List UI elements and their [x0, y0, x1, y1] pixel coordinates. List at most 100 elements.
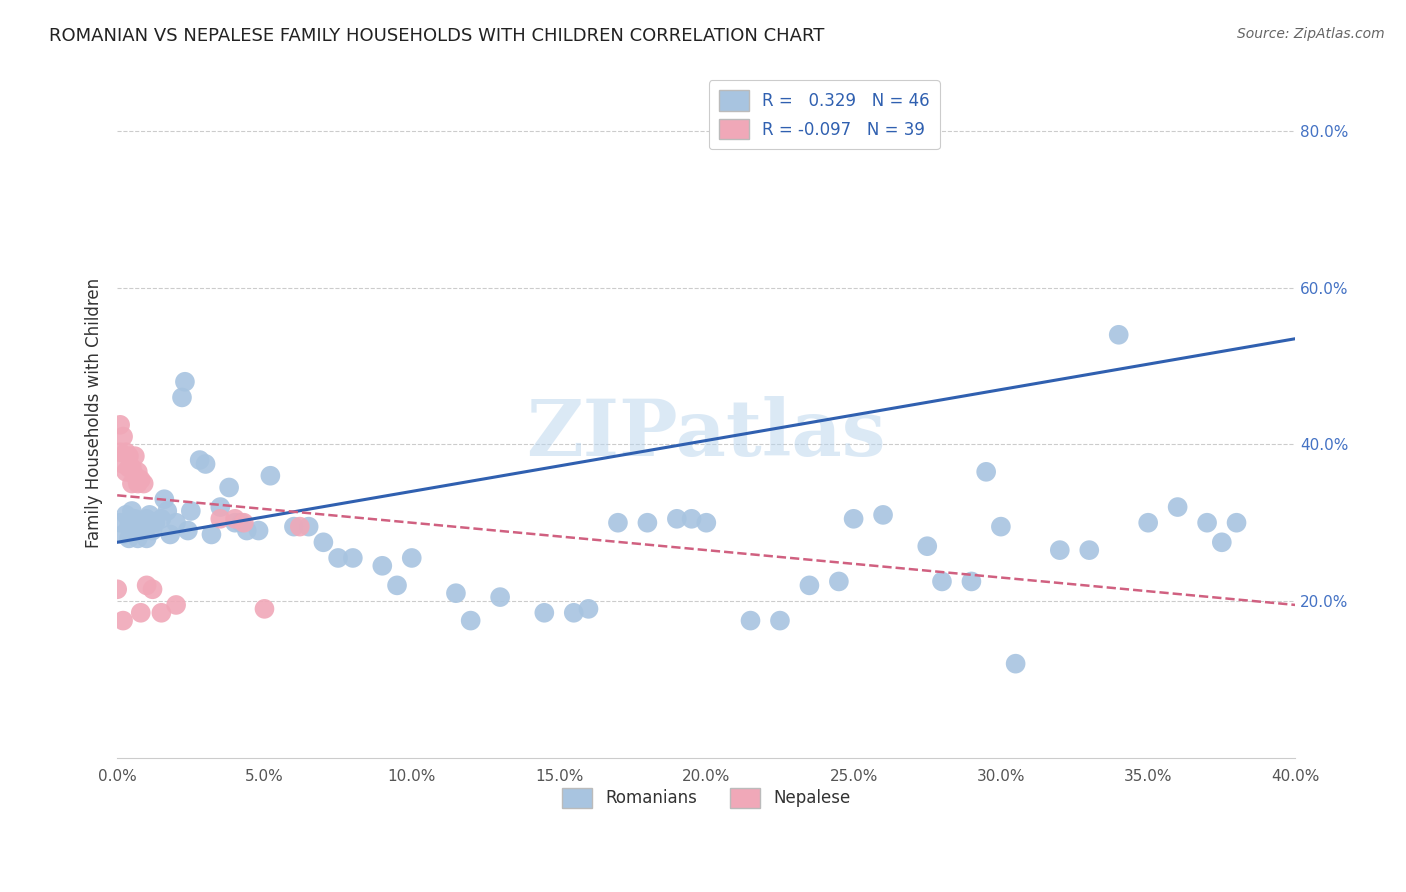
Point — [132, 476, 155, 491]
Text: ZIPatlas: ZIPatlas — [526, 396, 886, 472]
Point — [159, 527, 181, 541]
Point — [194, 457, 217, 471]
Point — [342, 551, 364, 566]
Point — [165, 598, 187, 612]
Point — [105, 582, 128, 597]
Point — [533, 606, 555, 620]
Point — [444, 586, 467, 600]
Point — [177, 524, 200, 538]
Point — [960, 574, 983, 589]
Point — [127, 519, 149, 533]
Point — [121, 516, 143, 530]
Point — [141, 582, 163, 597]
Point — [371, 558, 394, 573]
Point — [129, 473, 152, 487]
Point — [460, 614, 482, 628]
Point — [150, 512, 173, 526]
Point — [112, 457, 135, 471]
Point — [1167, 500, 1189, 514]
Point — [127, 476, 149, 491]
Point — [931, 574, 953, 589]
Point — [1225, 516, 1247, 530]
Point — [112, 429, 135, 443]
Point — [1137, 516, 1160, 530]
Legend: Romanians, Nepalese: Romanians, Nepalese — [555, 781, 858, 814]
Point — [385, 578, 408, 592]
Point — [828, 574, 851, 589]
Point — [1049, 543, 1071, 558]
Point — [1211, 535, 1233, 549]
Point — [607, 516, 630, 530]
Point — [247, 524, 270, 538]
Point — [489, 590, 512, 604]
Point — [112, 614, 135, 628]
Point — [695, 516, 717, 530]
Point — [769, 614, 792, 628]
Point — [108, 516, 131, 530]
Point — [1078, 543, 1101, 558]
Point — [145, 516, 167, 530]
Point — [127, 532, 149, 546]
Point — [124, 524, 146, 538]
Point — [1004, 657, 1026, 671]
Text: ROMANIAN VS NEPALESE FAMILY HOUSEHOLDS WITH CHILDREN CORRELATION CHART: ROMANIAN VS NEPALESE FAMILY HOUSEHOLDS W… — [49, 27, 824, 45]
Point — [138, 508, 160, 522]
Point — [229, 516, 252, 530]
Point — [108, 417, 131, 432]
Point — [799, 578, 821, 592]
Point — [135, 532, 157, 546]
Point — [141, 524, 163, 538]
Point — [665, 512, 688, 526]
Point — [156, 504, 179, 518]
Point — [180, 504, 202, 518]
Point — [236, 524, 259, 538]
Point — [990, 519, 1012, 533]
Point — [915, 539, 938, 553]
Point — [118, 519, 141, 533]
Point — [326, 551, 349, 566]
Point — [740, 614, 762, 628]
Point — [115, 445, 138, 459]
Point — [153, 492, 176, 507]
Point — [253, 602, 276, 616]
Point — [121, 461, 143, 475]
Point — [124, 468, 146, 483]
Point — [174, 375, 197, 389]
Point — [118, 532, 141, 546]
Text: Source: ZipAtlas.com: Source: ZipAtlas.com — [1237, 27, 1385, 41]
Point — [974, 465, 997, 479]
Point — [165, 516, 187, 530]
Point — [118, 449, 141, 463]
Point — [170, 391, 193, 405]
Point — [636, 516, 658, 530]
Point — [259, 468, 281, 483]
Point — [121, 504, 143, 518]
Point — [188, 453, 211, 467]
Point — [562, 606, 585, 620]
Point — [224, 516, 246, 530]
Y-axis label: Family Households with Children: Family Households with Children — [86, 278, 103, 549]
Point — [135, 578, 157, 592]
Point — [312, 535, 335, 549]
Point — [132, 516, 155, 530]
Point — [218, 480, 240, 494]
Point — [124, 512, 146, 526]
Point — [1108, 327, 1130, 342]
Point — [872, 508, 894, 522]
Point — [108, 445, 131, 459]
Point — [1197, 516, 1219, 530]
Point — [124, 449, 146, 463]
Point — [135, 512, 157, 526]
Point — [209, 500, 232, 514]
Point — [842, 512, 865, 526]
Point — [129, 519, 152, 533]
Point — [112, 527, 135, 541]
Point — [224, 512, 246, 526]
Point — [681, 512, 703, 526]
Point — [578, 602, 600, 616]
Point — [121, 476, 143, 491]
Point — [232, 516, 254, 530]
Point — [118, 461, 141, 475]
Point — [200, 527, 222, 541]
Point — [288, 519, 311, 533]
